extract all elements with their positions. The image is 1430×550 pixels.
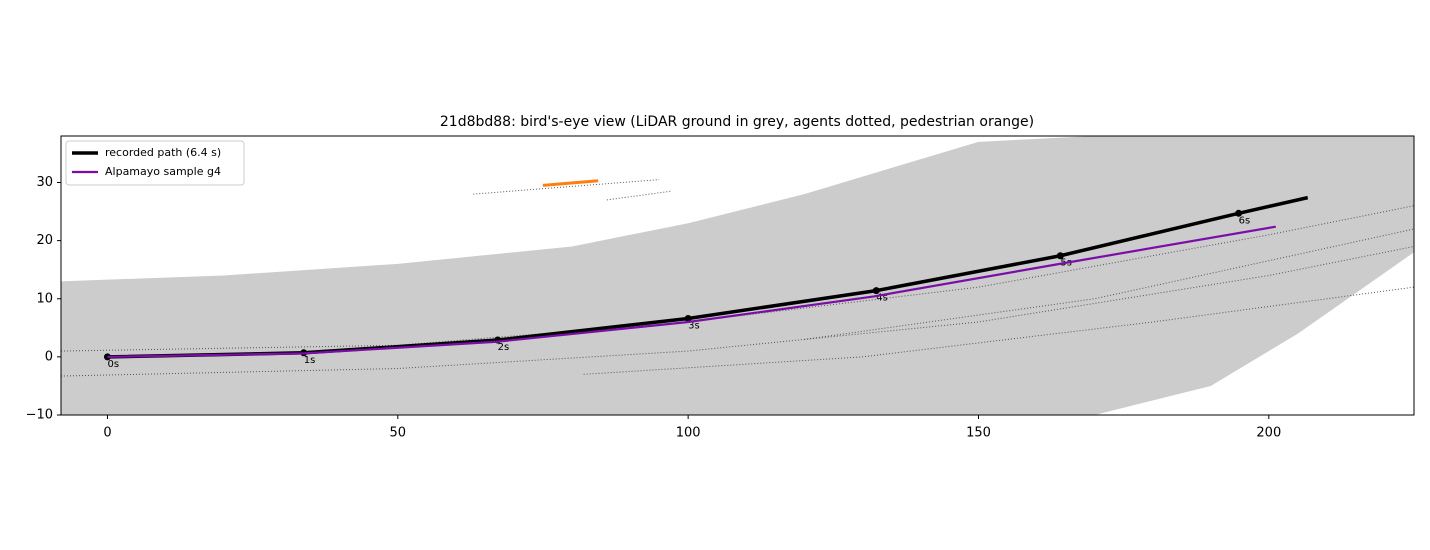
time-label: 1s xyxy=(304,355,316,366)
y-tick-label: 30 xyxy=(36,175,53,190)
agent-track xyxy=(473,179,660,195)
x-tick-label: 200 xyxy=(1256,426,1281,441)
lidar-ground xyxy=(61,136,1414,415)
y-tick-label: 0 xyxy=(45,349,53,364)
time-label: 3s xyxy=(688,321,700,332)
legend-label: Alpamayo sample g4 xyxy=(105,165,221,178)
x-tick-label: 100 xyxy=(676,426,701,441)
axes: 0 50 100 150 200 −10 0 10 20 30 xyxy=(26,175,1282,441)
legend: recorded path (6.4 s) Alpamayo sample g4 xyxy=(65,140,245,186)
axes-frame xyxy=(60,135,1415,416)
agent-track xyxy=(61,205,1414,352)
time-marker xyxy=(1235,209,1243,217)
time-label: 2s xyxy=(498,342,510,353)
y-tick-label: 10 xyxy=(36,291,53,306)
time-label: 0s xyxy=(107,359,119,370)
chart-title: 21d8bd88: bird's-eye view (LiDAR ground … xyxy=(440,114,1034,130)
x-tick-label: 150 xyxy=(966,426,991,441)
time-marker xyxy=(872,287,880,295)
agent-track xyxy=(606,190,671,201)
series-line xyxy=(107,225,1276,358)
time-marker xyxy=(684,315,692,323)
legend-box xyxy=(65,140,245,186)
time-label: 4s xyxy=(876,293,888,304)
y-tick-label: 20 xyxy=(36,233,53,248)
time-label: 6s xyxy=(1239,215,1251,226)
pedestrian-track xyxy=(542,179,599,187)
y-tick-label: −10 xyxy=(26,408,53,423)
x-tick-label: 0 xyxy=(103,426,111,441)
legend-label: recorded path (6.4 s) xyxy=(105,146,221,159)
time-marker xyxy=(1056,252,1064,260)
x-tick-label: 50 xyxy=(390,426,407,441)
